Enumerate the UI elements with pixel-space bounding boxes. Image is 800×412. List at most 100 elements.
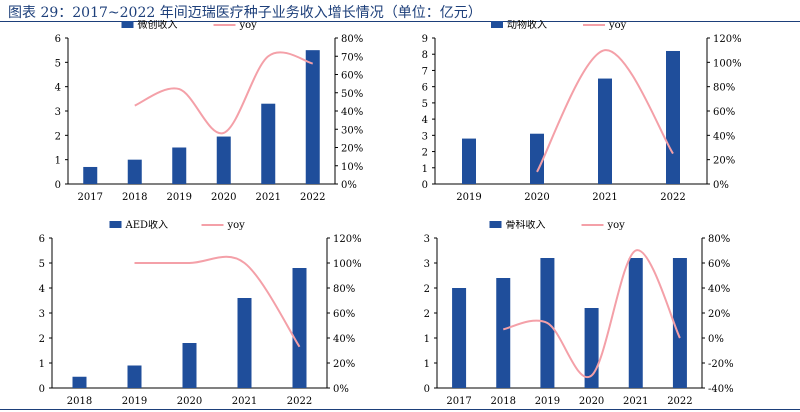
right-tick-label: 0% bbox=[713, 180, 729, 191]
right-tick-label: 20% bbox=[333, 359, 355, 370]
right-tick-label: 40% bbox=[708, 284, 730, 295]
bottom-divider bbox=[0, 409, 800, 410]
right-tick-label: 80% bbox=[341, 34, 363, 45]
legend-bar-swatch bbox=[491, 21, 503, 28]
left-tick-label: 1 bbox=[424, 334, 430, 345]
bar bbox=[182, 343, 197, 388]
bar bbox=[237, 298, 252, 388]
legend-bar-label: 骨科收入 bbox=[506, 220, 546, 231]
right-tick-label: -40% bbox=[708, 384, 734, 395]
legend-bar-label: AED收入 bbox=[125, 220, 169, 231]
right-tick-label: 40% bbox=[341, 107, 363, 118]
right-tick-label: 100% bbox=[713, 58, 742, 69]
right-tick-label: 0% bbox=[341, 180, 357, 191]
right-tick-label: 70% bbox=[341, 52, 363, 63]
left-tick-label: 9 bbox=[422, 34, 428, 45]
left-tick-label: 0 bbox=[422, 180, 428, 191]
x-tick-label: 2020 bbox=[524, 192, 549, 203]
right-tick-label: 20% bbox=[341, 144, 363, 155]
chart-animal: 0 1 2 3 4 5 6 7 8 9 0% 20% 40% 60% 80% 100% 120% 2019 2020… bbox=[422, 20, 742, 203]
left-tick-label: 1 bbox=[55, 156, 61, 167]
right-tick-label: 40% bbox=[333, 334, 355, 345]
left-tick-label: 3 bbox=[422, 131, 428, 142]
left-tick-label: 7 bbox=[422, 66, 428, 77]
left-tick-label: 0 bbox=[424, 384, 430, 395]
left-tick-label: 3 bbox=[39, 309, 45, 320]
left-tick-label: 0 bbox=[39, 384, 45, 395]
legend-bar-label: 动物收入 bbox=[507, 20, 547, 31]
yoy-line bbox=[134, 51, 314, 134]
right-tick-label: 50% bbox=[341, 89, 363, 100]
legend-line-label: yoy bbox=[239, 20, 258, 31]
right-tick-label: 20% bbox=[713, 156, 735, 167]
x-tick-label: 2021 bbox=[232, 396, 257, 407]
bar bbox=[666, 50, 680, 184]
left-tick-label: 8 bbox=[422, 50, 428, 61]
legend-bar-swatch bbox=[109, 221, 122, 228]
bar bbox=[292, 268, 307, 388]
x-tick-label: 2017 bbox=[78, 192, 103, 203]
right-tick-label: -20% bbox=[708, 359, 734, 370]
bar bbox=[462, 138, 476, 184]
legend-line-label: yoy bbox=[608, 20, 627, 31]
bar bbox=[598, 78, 612, 184]
yoy-line bbox=[503, 249, 681, 379]
bar bbox=[127, 365, 142, 388]
bar bbox=[127, 159, 142, 184]
left-tick-label: 4 bbox=[55, 83, 61, 94]
bar bbox=[628, 258, 643, 388]
right-tick-label: 60% bbox=[713, 107, 735, 118]
bar bbox=[496, 278, 511, 388]
left-tick-label: 5 bbox=[422, 99, 428, 110]
legend-bar-swatch bbox=[121, 21, 134, 28]
bar bbox=[672, 258, 687, 388]
left-tick-label: 6 bbox=[55, 34, 61, 45]
bar bbox=[216, 136, 231, 184]
legend-line-label: yoy bbox=[227, 220, 246, 231]
left-tick-label: 1 bbox=[422, 164, 428, 175]
right-tick-label: 60% bbox=[708, 259, 730, 270]
left-tick-label: 5 bbox=[55, 58, 61, 69]
bar bbox=[452, 288, 467, 388]
x-tick-label: 2018 bbox=[491, 396, 516, 407]
x-tick-label: 2021 bbox=[623, 396, 648, 407]
right-tick-label: 120% bbox=[713, 34, 742, 45]
bar bbox=[305, 50, 320, 185]
right-tick-label: 100% bbox=[333, 259, 362, 270]
figure-title: 图表 29：2017~2022 年间迈瑞医疗种子业务收入增长情况（单位：亿元） bbox=[8, 5, 482, 21]
bar bbox=[83, 166, 98, 184]
x-tick-label: 2019 bbox=[122, 396, 147, 407]
right-tick-label: 40% bbox=[713, 131, 735, 142]
left-tick-label: 3 bbox=[424, 234, 430, 245]
x-tick-label: 2022 bbox=[300, 192, 325, 203]
x-tick-label: 2019 bbox=[167, 192, 192, 203]
right-tick-label: 60% bbox=[341, 71, 363, 82]
right-tick-label: 80% bbox=[333, 284, 355, 295]
bar bbox=[584, 308, 599, 388]
left-tick-label: 6 bbox=[39, 234, 45, 245]
left-tick-label: 4 bbox=[39, 284, 45, 295]
x-tick-label: 2018 bbox=[122, 192, 147, 203]
x-tick-label: 2020 bbox=[177, 396, 202, 407]
right-tick-label: 120% bbox=[333, 234, 362, 245]
right-tick-label: 0% bbox=[333, 384, 349, 395]
left-tick-label: 3 bbox=[55, 107, 61, 118]
x-tick-label: 2022 bbox=[660, 192, 685, 203]
left-tick-label: 2 bbox=[424, 284, 430, 295]
x-tick-label: 2022 bbox=[287, 396, 312, 407]
left-tick-label: 1 bbox=[424, 359, 430, 370]
left-tick-label: 2 bbox=[424, 309, 430, 320]
right-tick-label: 10% bbox=[341, 162, 363, 173]
right-tick-label: 0% bbox=[708, 334, 724, 345]
x-tick-label: 2018 bbox=[67, 396, 92, 407]
bar bbox=[261, 103, 276, 184]
left-tick-label: 1 bbox=[39, 359, 45, 370]
left-tick-label: 6 bbox=[422, 83, 428, 94]
left-tick-label: 2 bbox=[39, 334, 45, 345]
right-tick-label: 60% bbox=[333, 309, 355, 320]
left-tick-label: 0 bbox=[55, 180, 61, 191]
x-tick-label: 2020 bbox=[579, 396, 604, 407]
right-tick-label: 20% bbox=[708, 309, 730, 320]
right-tick-label: 80% bbox=[713, 83, 735, 94]
